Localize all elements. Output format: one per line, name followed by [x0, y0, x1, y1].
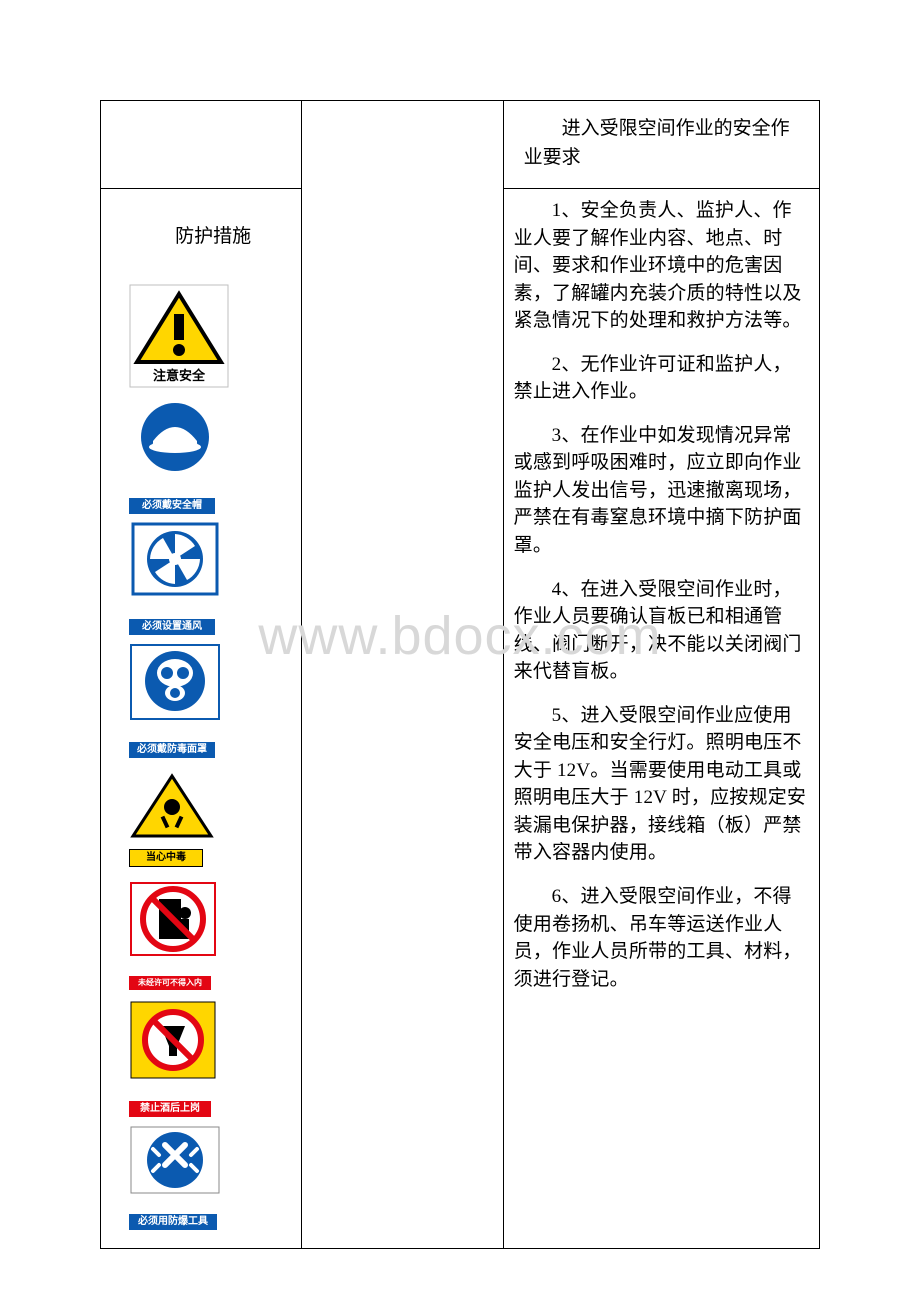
beware-poison-icon: 当心中毒	[129, 772, 297, 867]
caution-safety-icon: 注意安全	[129, 284, 297, 393]
right-heading: 进入受限空间作业的安全作业要求	[514, 109, 809, 180]
page: www.bdocx.com 进入受限空间作业的安全作业要求 防护措施	[0, 20, 920, 1289]
left-title: 防护措施	[129, 207, 297, 258]
right-heading-cell: 进入受限空间作业的安全作业要求	[503, 101, 819, 189]
sign-label: 必须用防爆工具	[129, 1214, 217, 1230]
must-wear-gasmask-icon: 必须戴防毒面罩	[129, 643, 297, 758]
sign-label: 当心中毒	[129, 849, 203, 867]
main-table: 进入受限空间作业的安全作业要求 防护措施 注意安全	[100, 100, 820, 1249]
no-drinking-icon: 禁止酒后上岗	[129, 1000, 297, 1117]
sign-label: 注意安全	[153, 368, 206, 383]
sign-label: 未经许可不得入内	[129, 976, 211, 990]
paragraph: 3、在作业中如发现情况异常或感到呼吸困难时，应立即向作业监护人发出信号，迅速撤离…	[514, 422, 809, 560]
paragraph: 4、在进入受限空间作业时，作业人员要确认盲板已和相通管线、阀门断开，决不能以关闭…	[514, 576, 809, 686]
table-row: 进入受限空间作业的安全作业要求	[101, 101, 820, 189]
paragraph: 5、进入受限空间作业应使用安全电压和安全行灯。照明电压不大于 12V。当需要使用…	[514, 702, 809, 867]
paragraph: 1、安全负责人、监护人、作业人要了解作业内容、地点、时间、要求和作业环境中的危害…	[514, 197, 809, 335]
paragraph: 6、进入受限空间作业，不得使用卷扬机、吊车等运送作业人员，作业人员所带的工具、材…	[514, 883, 809, 993]
left-column-cell: 防护措施 注意安全	[101, 189, 302, 1249]
must-ventilate-icon: 必须设置通风	[129, 522, 297, 635]
middle-empty-cell	[302, 101, 503, 1249]
must-use-exproof-tool-icon: 必须用防爆工具	[129, 1125, 297, 1230]
right-content-cell: 1、安全负责人、监护人、作业人要了解作业内容、地点、时间、要求和作业环境中的危害…	[503, 189, 819, 1249]
sign-label: 禁止酒后上岗	[129, 1101, 211, 1117]
sign-label: 必须戴安全帽	[129, 498, 215, 514]
sign-label: 必须设置通风	[129, 619, 215, 635]
empty-cell	[101, 101, 302, 189]
no-entry-unpermitted-icon: 未经许可不得入内	[129, 881, 297, 990]
must-wear-helmet-icon: 必须戴安全帽	[129, 401, 297, 514]
paragraph: 2、无作业许可证和监护人，禁止进入作业。	[514, 351, 809, 406]
sign-label: 必须戴防毒面罩	[129, 742, 215, 758]
